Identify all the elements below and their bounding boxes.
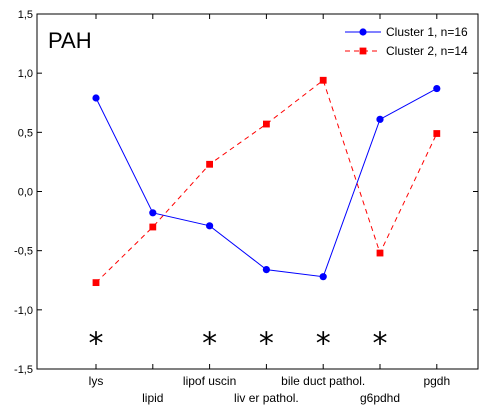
chart-title: PAH <box>48 28 92 53</box>
x-tick-label: bile duct pathol. <box>281 374 365 388</box>
legend-marker <box>359 28 367 36</box>
x-tick-label: g6pdhd <box>360 391 400 405</box>
series-1-point <box>206 222 214 230</box>
x-tick-label: liv er pathol. <box>234 391 299 405</box>
y-axis: -1,5 -1,0 -0,5 0,0 0,5 1,0 1,5 <box>14 9 478 376</box>
y-tick-label: 1,5 <box>18 9 33 21</box>
significance-star: * <box>316 327 331 362</box>
series-1-point <box>376 115 384 123</box>
series-1-point <box>433 84 441 93</box>
series-1-point <box>149 209 157 217</box>
significance-star: * <box>259 327 274 362</box>
significance-markers: * * * * * <box>89 327 388 362</box>
x-tick-label: lys <box>89 374 104 388</box>
series-2-point <box>92 279 100 287</box>
series-1-point <box>92 94 100 102</box>
series-2-line <box>95 79 438 283</box>
series-1-point <box>319 273 327 281</box>
x-tick-label: lipid <box>142 391 163 405</box>
y-tick-label: 0,5 <box>18 127 33 139</box>
series-2-point <box>263 120 270 128</box>
x-tick-label: pgdh <box>423 374 450 388</box>
x-axis: lys lipid lipof uscin liv er pathol. bile du… <box>89 14 450 405</box>
series-2-point <box>149 223 157 231</box>
y-tick-label: 0,0 <box>18 187 33 199</box>
series-1-line <box>95 88 438 278</box>
y-tick-label: -1,5 <box>14 364 33 376</box>
series-1-point <box>262 266 270 274</box>
y-tick-label: -0,5 <box>14 246 33 258</box>
legend-marker <box>359 47 367 55</box>
significance-star: * <box>202 327 217 362</box>
legend-label: Cluster 1, n=16 <box>386 25 468 39</box>
significance-star: * <box>89 327 104 362</box>
plot-frame <box>36 13 479 370</box>
significance-star: * <box>373 327 388 362</box>
series-2-point <box>206 160 213 168</box>
series-2-point <box>319 76 327 84</box>
y-tick-label: -1,0 <box>14 305 33 317</box>
series-2-point <box>376 249 384 257</box>
legend: Cluster 1, n=16 Cluster 2, n=14 <box>345 25 468 58</box>
series-layer <box>92 76 441 287</box>
series-2-point <box>433 130 441 137</box>
legend-label: Cluster 2, n=14 <box>386 44 468 58</box>
x-tick-label: lipof uscin <box>183 374 236 388</box>
y-tick-label: 1,0 <box>18 68 33 80</box>
